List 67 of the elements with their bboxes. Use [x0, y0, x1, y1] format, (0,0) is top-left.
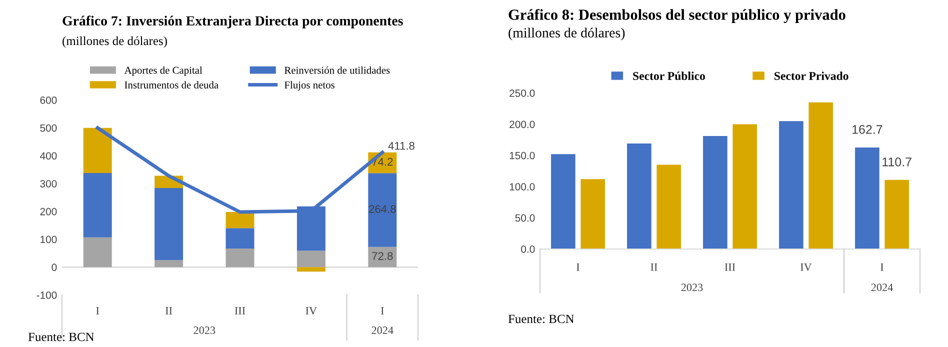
bar: [580, 179, 605, 249]
bar: [656, 164, 681, 249]
bar: [83, 128, 112, 173]
bar: [226, 212, 254, 228]
y-tick-label: 500: [40, 124, 57, 132]
y-tick-label: 250.0: [510, 90, 535, 97]
text: 2024: [372, 326, 394, 334]
legend-label: Sector Público: [633, 72, 705, 80]
y-tick-label: 0.0: [521, 246, 535, 253]
y-tick-label: 400: [40, 152, 57, 160]
y-tick-label: 150.0: [510, 152, 535, 160]
bar: [808, 102, 833, 249]
y-tick-label: 100: [40, 236, 57, 244]
y-tick-label: 50.0: [515, 214, 535, 222]
chart-subtitle: (millones de dólares): [62, 36, 167, 48]
x-tick-label: II: [650, 263, 658, 271]
data-label: 162.7: [852, 125, 882, 134]
x-tick-label: I: [880, 263, 884, 271]
x-tick-label: I: [96, 307, 100, 314]
data-label: 264.8: [369, 205, 396, 213]
x-tick-label: IV: [800, 263, 812, 271]
y-tick-label: 100.0: [510, 183, 535, 190]
bar: [296, 250, 326, 268]
x-tick-label: III: [724, 263, 736, 271]
y-tick-label: 0: [52, 264, 57, 272]
bar: [884, 180, 909, 249]
bar: [732, 124, 757, 249]
bar: [368, 246, 397, 268]
y-tick-label: -100: [36, 292, 57, 299]
y-tick-label: 200: [40, 208, 57, 216]
bar: [368, 173, 397, 247]
legend-label: Sector Privado: [774, 72, 848, 80]
y-tick-label: 300: [40, 180, 57, 188]
bar: [83, 237, 112, 268]
bar: [226, 248, 254, 268]
legend-label: Flujos netos: [284, 81, 334, 91]
chart-title: Gráfico 8: Desembolsos del sector público y privado: [508, 8, 846, 24]
bar: [703, 136, 728, 249]
text: 2023: [194, 326, 216, 334]
chart-subtitle: (millones de dólares): [508, 28, 625, 40]
data-label: 411.8: [388, 142, 414, 150]
bar: [83, 172, 112, 238]
bar: [551, 154, 576, 249]
data-label: 110.7: [882, 157, 912, 166]
x-tick-label: III: [234, 307, 246, 314]
x-tick-label: II: [166, 307, 172, 314]
legend-label: Instrumentos de deuda: [124, 81, 218, 89]
y-tick-label: 200.0: [510, 120, 535, 128]
bar: [627, 144, 652, 249]
bar: [779, 121, 804, 249]
bar: [296, 267, 326, 272]
bar: [154, 188, 184, 260]
x-tick-label: I: [380, 307, 384, 314]
data-label: 72.8: [372, 252, 393, 260]
source-note: Fuente: BCN: [508, 314, 574, 324]
text: 2023: [681, 284, 703, 292]
y-tick-label: 600: [40, 96, 57, 104]
bar: [855, 147, 880, 249]
legend-label: Aportes de Capital: [124, 66, 202, 76]
legend-label: Reinversión de utilidades: [284, 66, 390, 74]
bar: [226, 228, 254, 248]
x-tick-label: IV: [306, 307, 317, 315]
bar: [154, 260, 184, 268]
source-note: Fuente: BCN: [28, 332, 94, 342]
chart-title: Gráfico 7: Inversión Extranjera Directa por componentes: [62, 16, 403, 28]
x-tick-label: I: [576, 263, 580, 271]
text: 2024: [871, 284, 893, 292]
